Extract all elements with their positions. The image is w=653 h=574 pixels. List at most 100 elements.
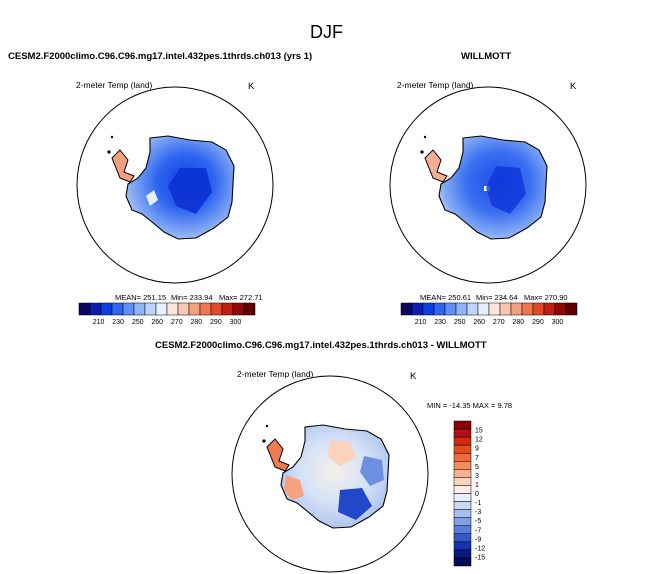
panel2-colorbar-swatch bbox=[488, 302, 501, 316]
panel3-colorbar-swatch bbox=[453, 517, 472, 526]
panel3-minmax: MIN = -14.35 MAX = 9.78 bbox=[427, 401, 513, 410]
panel2-colorbar-swatch bbox=[466, 302, 479, 316]
panel2-variable: 2-meter Temp (land) bbox=[397, 80, 474, 90]
panel2-colorbar-tick-label: 290 bbox=[532, 319, 544, 326]
panel3-colorbar-swatch bbox=[453, 420, 472, 430]
panel3-colorbar-swatch bbox=[453, 533, 472, 543]
panel2-colorbar-swatch bbox=[411, 302, 424, 316]
panel2-colorbar-swatch bbox=[521, 302, 534, 316]
panel2-colorbar-tick-label: 270 bbox=[493, 319, 505, 326]
panel2-units: K bbox=[570, 81, 577, 92]
panel1-colorbar-swatch bbox=[243, 302, 256, 316]
panel3-colorbar-swatch bbox=[453, 436, 472, 446]
panel1-antarctica bbox=[107, 135, 235, 240]
panel3-colorbar-tick-label: -5 bbox=[475, 518, 481, 525]
panel1-map bbox=[76, 86, 274, 284]
panel1-colorbar-swatch bbox=[100, 302, 113, 316]
panel1-colorbar-tick-label: 260 bbox=[151, 319, 163, 326]
panel3-colorbar-tick-label: 15 bbox=[475, 428, 483, 435]
panel2-colorbar-tick-label: 260 bbox=[473, 319, 485, 326]
panel1-mean: MEAN= 251.15 bbox=[115, 293, 167, 302]
panel3-colorbar-swatch bbox=[453, 525, 472, 535]
panel2-colorbar-swatch bbox=[543, 302, 556, 316]
panel1-colorbar-swatch bbox=[122, 302, 135, 316]
panel1-colorbar-tick-label: 290 bbox=[210, 319, 222, 326]
panel1-colorbar-swatch bbox=[133, 302, 146, 316]
panel3-colorbar-tick-label: 9 bbox=[475, 446, 479, 453]
panel2-map bbox=[389, 86, 587, 284]
panel3-colorbar-tick-label: 12 bbox=[475, 437, 483, 444]
panel3-colorbar-swatch bbox=[453, 428, 472, 438]
panel2-colorbar-swatch bbox=[422, 302, 435, 316]
panel1-colorbar-swatch bbox=[232, 302, 245, 316]
panel3-colorbar-tick-label: -3 bbox=[475, 509, 481, 516]
panel2-mean: MEAN= 250.61 bbox=[420, 293, 472, 302]
panel3-antarctica bbox=[262, 424, 390, 529]
panel2-colorbar-tick-label: 280 bbox=[512, 319, 524, 326]
panel2-min: Min= 234.64 bbox=[476, 293, 518, 302]
panel3-colorbar-swatch bbox=[453, 461, 472, 470]
panel3-colorbar-tick-label: 3 bbox=[475, 473, 479, 480]
panel1-colorbar-tick-label: 280 bbox=[190, 319, 202, 326]
panel2-max: Max= 270.90 bbox=[524, 293, 568, 302]
panel1-variable: 2-meter Temp (land) bbox=[76, 80, 153, 90]
panel3-colorbar-tick-label: -7 bbox=[475, 527, 481, 534]
panel3-colorbar-tick-label: 5 bbox=[475, 464, 479, 471]
panel3-colorbar-swatch bbox=[453, 477, 472, 486]
panel2-colorbar-tick-label: 230 bbox=[434, 319, 446, 326]
panel1-min: Min= 233.94 bbox=[171, 293, 213, 302]
panel3-colorbar-swatch bbox=[453, 541, 472, 551]
panel2-colorbar-swatch bbox=[455, 302, 468, 316]
panel3-map bbox=[231, 375, 429, 573]
panel1-colorbar-swatch bbox=[89, 302, 102, 316]
panel3-colorbar: 15 12 9 7 5 3 1 0 -1 -3 -5 -7 -9 -12 -15 bbox=[453, 420, 485, 567]
panel1-colorbar-tick-label: 250 bbox=[132, 319, 144, 326]
panel3-colorbar-swatch bbox=[453, 509, 472, 518]
panel2-colorbar-swatch bbox=[565, 302, 578, 316]
panel3-colorbar-swatch bbox=[453, 501, 472, 510]
panel2-colorbar-swatch bbox=[400, 302, 413, 316]
panel3-colorbar-swatch bbox=[453, 485, 472, 494]
panel1-colorbar-swatch bbox=[177, 302, 190, 316]
panel1-colorbar-swatch bbox=[221, 302, 234, 316]
panel3-colorbar-tick-label: -9 bbox=[475, 536, 481, 543]
panel2-colorbar-tick-label: 300 bbox=[552, 319, 564, 326]
panel1-colorbar-swatch bbox=[78, 302, 91, 316]
panel1-colorbar-swatch bbox=[111, 302, 124, 316]
panel3-colorbar-tick-label: 0 bbox=[475, 491, 479, 498]
panel3-colorbar-swatch bbox=[453, 469, 472, 478]
panel1-colorbar-tick-label: 210 bbox=[93, 319, 105, 326]
panel1-colorbar: 210 230 250 260 270 280 290 300 bbox=[78, 302, 256, 326]
panel1-colorbar-swatch bbox=[155, 302, 168, 316]
panel2-colorbar-tick-label: 250 bbox=[454, 319, 466, 326]
panel3-colorbar-swatch bbox=[453, 493, 472, 502]
panel1-colorbar-tick-label: 270 bbox=[171, 319, 183, 326]
panel3-colorbar-tick-label: 1 bbox=[475, 482, 479, 489]
panel2-colorbar-swatch bbox=[510, 302, 523, 316]
panel3-colorbar-swatch bbox=[453, 549, 472, 559]
panel3-colorbar-swatch bbox=[453, 557, 472, 567]
panel2-title: WILLMOTT bbox=[461, 51, 512, 62]
panel3-colorbar-tick-label: -1 bbox=[475, 500, 481, 507]
panel3-colorbar-swatch bbox=[453, 452, 472, 462]
panel3-variable: 2-meter Temp (land) bbox=[237, 369, 314, 379]
panel1-colorbar-tick-label: 300 bbox=[230, 319, 242, 326]
panel1-colorbar-swatch bbox=[199, 302, 212, 316]
panel1-colorbar-swatch bbox=[188, 302, 201, 316]
panel1-units: K bbox=[248, 81, 255, 92]
panel1-colorbar-swatch bbox=[210, 302, 223, 316]
panel2-colorbar-tick-label: 210 bbox=[415, 319, 427, 326]
panel1-colorbar-tick-label: 230 bbox=[112, 319, 124, 326]
panel2-colorbar-swatch bbox=[554, 302, 567, 316]
panel3-colorbar-tick-label: -12 bbox=[475, 545, 485, 552]
panel2-colorbar-swatch bbox=[433, 302, 446, 316]
panel3-colorbar-tick-label: -15 bbox=[475, 554, 485, 561]
panel1-colorbar-swatch bbox=[144, 302, 157, 316]
panel3-colorbar-tick-label: 7 bbox=[475, 455, 479, 462]
panel3-title: CESM2.F2000climo.C96.C96.mg17.intel.432p… bbox=[155, 340, 487, 351]
panel2-colorbar-swatch bbox=[444, 302, 457, 316]
panel2-colorbar-swatch bbox=[499, 302, 512, 316]
panel1-max: Max= 272.71 bbox=[219, 293, 263, 302]
panel3-colorbar-swatch bbox=[453, 444, 472, 454]
panel3-units: K bbox=[410, 371, 417, 382]
